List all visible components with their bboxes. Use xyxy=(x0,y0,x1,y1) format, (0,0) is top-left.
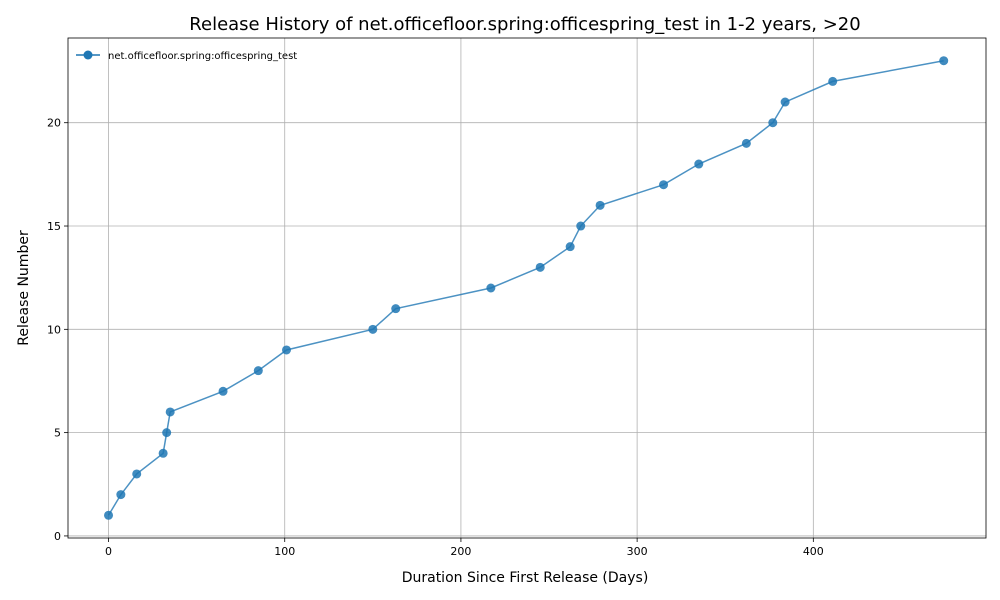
data-point xyxy=(576,221,586,231)
data-point xyxy=(132,469,142,479)
data-point xyxy=(165,407,175,417)
grid-lines xyxy=(68,38,986,538)
data-point xyxy=(741,138,751,148)
chart-title: Release History of net.officefloor.sprin… xyxy=(189,14,860,35)
data-point xyxy=(828,76,838,86)
y-tick-label: 20 xyxy=(47,117,61,130)
y-tick-label: 0 xyxy=(54,530,61,543)
plot-area-frame xyxy=(67,37,987,539)
data-point xyxy=(158,448,168,458)
x-tick-label: 400 xyxy=(803,545,824,558)
data-point xyxy=(391,304,401,314)
x-axis-ticks: 0 100 200 300 400 xyxy=(105,538,824,558)
data-point xyxy=(535,262,545,272)
x-tick-label: 100 xyxy=(274,545,295,558)
legend-dot-marker xyxy=(83,50,93,60)
y-axis-ticks: 0 5 10 15 20 xyxy=(47,117,68,543)
y-tick-label: 5 xyxy=(54,427,61,440)
data-point xyxy=(104,510,114,520)
data-point xyxy=(768,118,778,128)
data-point xyxy=(780,97,790,107)
data-point xyxy=(281,345,291,355)
y-axis-label: Release Number xyxy=(16,230,32,346)
data-point xyxy=(565,242,575,252)
data-series xyxy=(104,56,949,520)
data-point xyxy=(368,324,378,334)
x-tick-label: 0 xyxy=(105,545,112,558)
data-point xyxy=(939,56,949,66)
x-tick-label: 200 xyxy=(450,545,471,558)
legend: net.officefloor.spring:officespring_test xyxy=(76,50,297,62)
x-tick-label: 300 xyxy=(627,545,648,558)
data-point xyxy=(253,366,263,376)
data-point xyxy=(595,200,605,210)
data-point xyxy=(659,180,669,190)
data-point xyxy=(162,428,172,438)
x-axis-label: Duration Since First Release (Days) xyxy=(402,570,649,586)
data-point xyxy=(486,283,496,293)
data-point xyxy=(218,386,228,396)
data-point xyxy=(694,159,704,169)
y-tick-label: 15 xyxy=(47,220,61,233)
legend-entry-label: net.officefloor.spring:officespring_test xyxy=(108,51,297,62)
data-point xyxy=(116,490,126,500)
y-tick-label: 10 xyxy=(47,323,61,336)
